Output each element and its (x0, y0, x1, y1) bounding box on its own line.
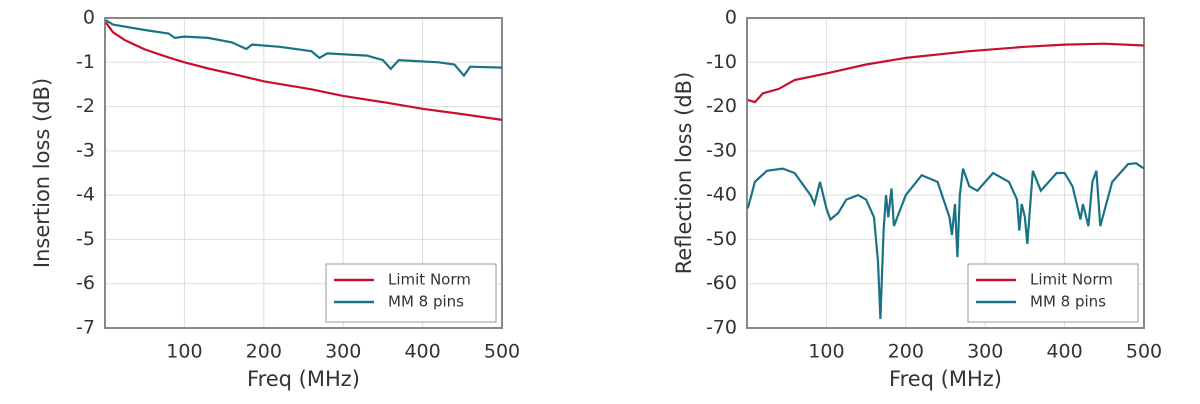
y-axis-label: Reflection loss (dB) (672, 72, 696, 275)
legend-box (325, 263, 497, 323)
y-tick-label: -20 (706, 95, 737, 117)
y-tick-label: -2 (76, 95, 95, 117)
x-tick-label: 100 (808, 341, 844, 363)
data-line (105, 19, 503, 78)
y-tick-label: -60 (706, 272, 737, 294)
y-tick-label: -1 (76, 51, 95, 73)
data-line (104, 21, 503, 121)
x-tick-label: 300 (967, 341, 1003, 363)
x-tick-label: 500 (484, 341, 520, 363)
y-tick-label: -6 (76, 272, 95, 294)
x-tick-label: 100 (166, 341, 202, 363)
x-axis-label: Freq (MHz) (889, 367, 1002, 391)
y-tick-label: -50 (706, 228, 737, 250)
plot-frame (104, 17, 503, 329)
x-tick-label: 300 (325, 341, 361, 363)
legend-label: Limit Norm (388, 271, 471, 289)
legend-label: Limit Norm (1030, 271, 1113, 289)
data-line (747, 42, 1145, 104)
y-tick-label: -7 (76, 317, 95, 339)
x-tick-label: 400 (404, 341, 440, 363)
plot-frame (746, 17, 1145, 329)
y-axis-label: Insertion loss (dB) (30, 78, 54, 268)
y-tick-label: -40 (706, 184, 737, 206)
x-tick-label: 200 (246, 341, 282, 363)
legend-label: MM 8 pins (1030, 293, 1106, 311)
y-tick-label: -4 (76, 184, 95, 206)
legend-box (967, 263, 1139, 323)
y-tick-label: 0 (725, 7, 737, 29)
y-tick-label: -3 (76, 139, 95, 161)
y-tick-label: -30 (706, 139, 737, 161)
legend-label: MM 8 pins (388, 293, 464, 311)
y-tick-label: -70 (706, 317, 737, 339)
y-tick-label: -5 (76, 228, 95, 250)
y-tick-label: 0 (83, 7, 95, 29)
x-tick-label: 400 (1046, 341, 1082, 363)
y-tick-label: -10 (706, 51, 737, 73)
x-tick-label: 500 (1126, 341, 1162, 363)
data-line (746, 162, 1145, 320)
x-axis-label: Freq (MHz) (247, 367, 360, 391)
x-tick-label: 200 (888, 341, 924, 363)
